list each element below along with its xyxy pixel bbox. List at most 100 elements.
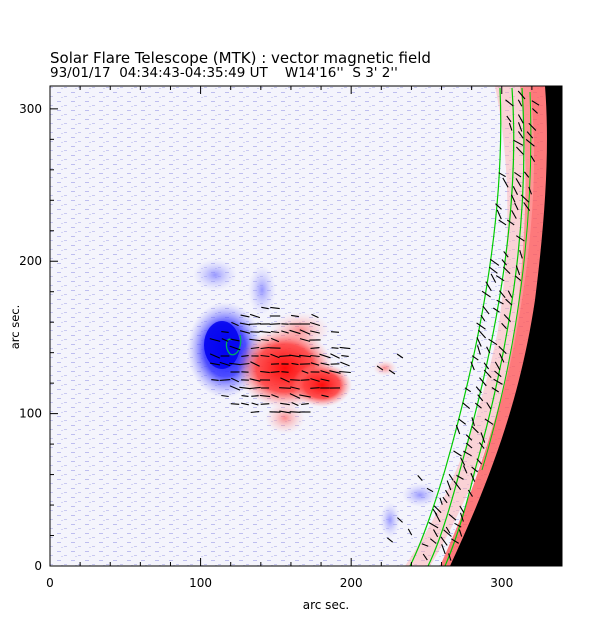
contour-line <box>427 87 515 566</box>
field-vector <box>339 346 351 350</box>
field-vector <box>515 178 522 188</box>
field-vector <box>514 202 519 211</box>
field-vector <box>453 450 462 457</box>
field-vector <box>498 172 506 178</box>
field-vector <box>486 402 492 410</box>
field-vector <box>479 377 487 387</box>
field-vector <box>525 138 535 147</box>
field-vector <box>459 505 465 513</box>
field-vector <box>496 209 502 220</box>
field-vector <box>480 314 486 322</box>
field-vector <box>519 250 523 259</box>
field-vector <box>299 329 311 335</box>
field-vector <box>219 379 231 381</box>
field-vector <box>240 362 250 366</box>
field-vector <box>386 537 394 543</box>
contour-line <box>409 87 502 566</box>
field-vector <box>494 361 501 371</box>
field-vector <box>251 402 259 406</box>
field-vector <box>321 394 329 398</box>
field-vector <box>460 457 466 466</box>
field-vector <box>501 259 507 266</box>
field-vector <box>231 321 239 327</box>
field-vector <box>489 258 500 266</box>
field-vector <box>291 362 299 366</box>
faint-positive-region <box>373 360 397 376</box>
field-vector <box>511 194 516 203</box>
field-vector <box>260 346 270 350</box>
negative-polarity-core <box>204 321 240 369</box>
field-vector <box>453 480 462 491</box>
field-vector <box>456 474 464 480</box>
faint-negative-region <box>402 483 438 507</box>
field-vector <box>250 346 260 350</box>
field-vector <box>270 371 280 373</box>
field-vector <box>470 472 476 482</box>
field-vector <box>320 378 330 382</box>
field-vector <box>531 100 540 106</box>
field-vector <box>440 536 448 546</box>
field-vector <box>433 505 442 514</box>
field-vector <box>483 369 492 378</box>
field-vector <box>465 434 473 441</box>
field-vector <box>376 365 384 371</box>
axis-tick-labels: 0 100 200 300 0 100 200 300 <box>19 102 513 590</box>
field-vector <box>478 442 485 449</box>
field-vector <box>309 321 321 327</box>
field-vector <box>407 528 413 536</box>
field-vector <box>471 466 479 473</box>
x-tick-label: 200 <box>340 576 363 590</box>
field-vector <box>498 290 506 299</box>
field-vector <box>341 355 349 357</box>
field-vector <box>445 526 451 534</box>
field-vector <box>300 379 310 381</box>
field-vector <box>270 353 280 359</box>
field-vector <box>515 265 521 276</box>
field-vector <box>506 219 515 226</box>
axis-ticks <box>49 86 563 567</box>
field-vector <box>495 203 502 210</box>
field-vector <box>517 122 523 132</box>
positive-polarity-spot <box>292 363 352 407</box>
x-axis-label: arc sec. <box>302 598 350 612</box>
positive-polarity-spot <box>265 402 305 434</box>
field-vector <box>458 529 463 537</box>
field-vector <box>503 251 509 258</box>
field-vector <box>310 378 320 382</box>
y-tick-label: 0 <box>34 559 42 573</box>
field-vector <box>209 362 221 366</box>
contour-line <box>444 87 525 566</box>
plot-subtitle: 93/01/17 04:34:43-04:35:49 UT W14'16'' S… <box>50 65 398 81</box>
field-vector <box>491 387 500 393</box>
field-vector <box>485 281 492 292</box>
x-tick-label: 300 <box>490 576 513 590</box>
x-tick-label: 100 <box>189 576 212 590</box>
field-vector <box>454 522 462 528</box>
field-vector <box>484 418 494 425</box>
off-limb-region <box>450 86 562 566</box>
field-vector <box>498 219 507 226</box>
field-vector <box>526 131 534 139</box>
field-vector <box>241 355 249 357</box>
field-vector <box>507 290 513 298</box>
field-vector <box>471 417 475 427</box>
field-vector <box>442 496 448 504</box>
field-vector <box>279 387 291 389</box>
field-vector <box>530 155 536 162</box>
field-vector <box>523 171 530 178</box>
field-vector <box>464 387 472 393</box>
plot-title: Solar Flare Telescope (MTK) : vector mag… <box>50 49 431 67</box>
field-vector <box>281 330 289 334</box>
field-vector <box>489 266 498 274</box>
field-vector <box>480 432 486 443</box>
y-tick-label: 300 <box>19 102 42 116</box>
field-vector <box>221 338 229 342</box>
field-vector <box>239 386 251 390</box>
field-vector <box>250 411 260 413</box>
field-vector <box>251 395 259 397</box>
field-vector <box>417 475 423 481</box>
field-vector <box>388 369 396 375</box>
field-vector <box>239 322 251 326</box>
field-vector <box>291 314 299 318</box>
